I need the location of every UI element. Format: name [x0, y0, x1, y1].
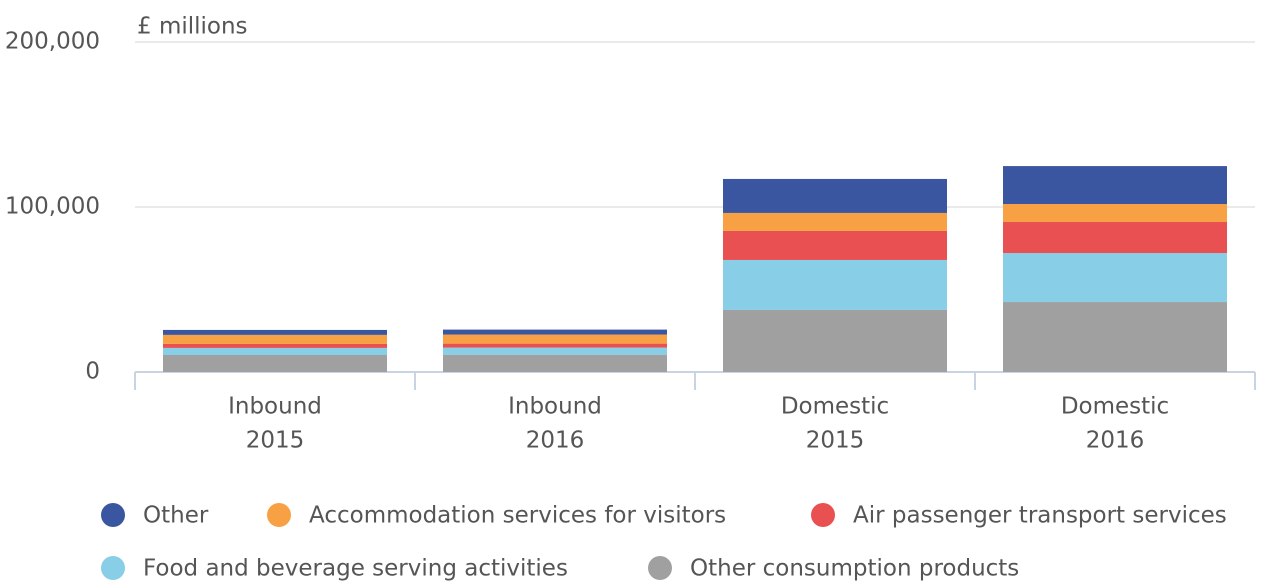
legend-marker: [811, 503, 835, 527]
legend-label: Food and beverage serving activities: [143, 556, 568, 582]
bar-segment: [163, 347, 387, 356]
bar-segment: [443, 354, 667, 372]
legend-label: Air passenger transport services: [853, 503, 1227, 529]
x-tick-label: Inbound: [228, 394, 322, 420]
legend-label: Accommodation services for visitors: [309, 503, 726, 529]
bar-segment: [443, 343, 667, 348]
x-tick-label: Domestic: [781, 394, 889, 420]
legend-marker: [101, 503, 125, 527]
legend-marker: [101, 556, 125, 580]
y-tick-label: 200,000: [5, 29, 100, 55]
bar-segment: [723, 230, 947, 260]
bar-segment: [443, 329, 667, 335]
legend-marker: [648, 556, 672, 580]
legend-label: Other: [143, 503, 209, 529]
bar-segment: [1003, 222, 1227, 254]
x-tick-label: 2016: [526, 428, 585, 454]
bar-segment: [443, 334, 667, 344]
bar-segment: [1003, 253, 1227, 303]
bar-segment: [163, 334, 387, 344]
y-axis-label: £ millions: [137, 14, 248, 40]
bar-segment: [723, 178, 947, 213]
x-tick-label: 2015: [246, 428, 305, 454]
y-tick-label: 0: [85, 359, 100, 385]
x-tick-label: 2015: [806, 428, 865, 454]
bar-segment: [723, 309, 947, 372]
bar-segment: [443, 347, 667, 355]
bar-segment: [163, 343, 387, 348]
bar-segment: [1003, 204, 1227, 223]
x-tick-label: 2016: [1086, 428, 1145, 454]
legend-marker: [267, 503, 291, 527]
bar-segment: [1003, 166, 1227, 205]
bar-segment: [1003, 302, 1227, 372]
x-tick-label: Inbound: [508, 394, 602, 420]
bar-segment: [723, 259, 947, 310]
bar-segment: [163, 329, 387, 335]
bar-segment: [163, 355, 387, 372]
y-tick-label: 100,000: [5, 194, 100, 220]
x-tick-label: Domestic: [1061, 394, 1169, 420]
legend-label: Other consumption products: [690, 556, 1019, 582]
bar-segment: [723, 212, 947, 231]
